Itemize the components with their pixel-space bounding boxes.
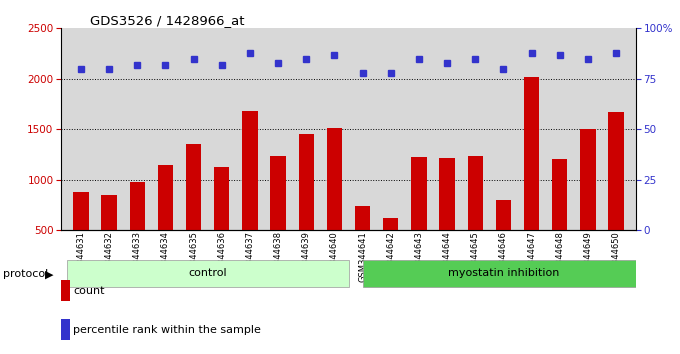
Text: control: control — [188, 268, 227, 279]
Bar — [383, 218, 398, 230]
Bar — [242, 111, 258, 230]
Bar — [355, 206, 371, 230]
Text: protocol: protocol — [3, 269, 49, 279]
Text: percentile rank within the sample: percentile rank within the sample — [73, 325, 261, 335]
Bar — [609, 112, 624, 230]
Bar — [552, 159, 568, 230]
Text: GDS3526 / 1428966_at: GDS3526 / 1428966_at — [90, 14, 244, 27]
Bar — [186, 144, 201, 230]
Bar — [411, 158, 426, 230]
Bar — [101, 195, 117, 230]
Text: myostatin inhibition: myostatin inhibition — [447, 268, 559, 279]
Text: count: count — [73, 286, 105, 296]
Bar — [129, 182, 145, 230]
Bar — [299, 134, 314, 230]
Bar — [524, 77, 539, 230]
FancyBboxPatch shape — [362, 260, 644, 287]
Bar — [326, 128, 342, 230]
FancyBboxPatch shape — [67, 260, 348, 287]
Bar — [158, 165, 173, 230]
Bar — [468, 156, 483, 230]
Bar — [580, 129, 596, 230]
Bar — [73, 192, 88, 230]
Text: ▶: ▶ — [45, 269, 53, 279]
Bar — [496, 200, 511, 230]
Bar — [214, 166, 229, 230]
Bar — [271, 156, 286, 230]
Bar — [439, 159, 455, 230]
